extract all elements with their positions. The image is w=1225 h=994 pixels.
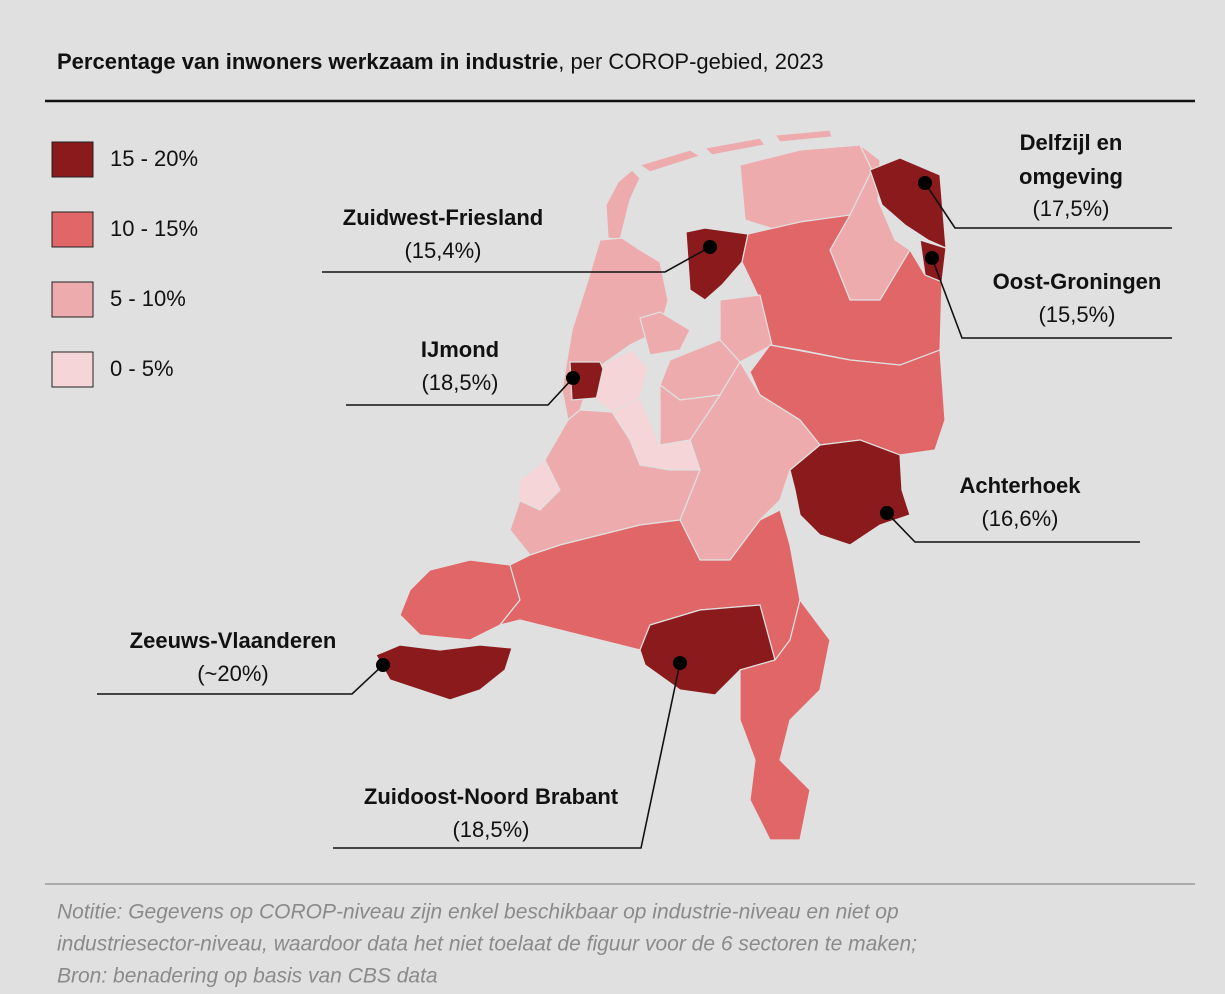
region: [638, 149, 702, 173]
legend: 15 - 20% 10 - 15% 5 - 10% 0 - 5%: [51, 141, 198, 388]
leader-line: [924, 182, 1172, 229]
leader-line: [886, 512, 1140, 543]
region-value: (15,5%): [1038, 302, 1115, 327]
region: [639, 604, 776, 696]
callouts: [97, 176, 1172, 849]
region: [685, 227, 749, 301]
note-line: Bron: benadering op basis van CBS data: [57, 965, 438, 988]
region-name: Achterhoek: [959, 473, 1081, 498]
region: [605, 169, 641, 241]
title: Percentage van inwoners werkzaam in indu…: [57, 49, 824, 74]
region-name: omgeving: [1019, 164, 1123, 189]
legend-swatch: [51, 351, 94, 388]
leader-line: [346, 377, 574, 406]
region: [703, 137, 767, 156]
legend-label: 5 - 10%: [110, 286, 186, 311]
note-line: Notitie: Gegevens op COROP-niveau zijn e…: [57, 901, 899, 924]
region: [719, 294, 773, 363]
legend-swatch: [51, 281, 94, 318]
callout-dot: [376, 658, 390, 672]
region-value: (15,4%): [404, 238, 481, 263]
callout-dot: [918, 176, 932, 190]
region-name: Delfzijl en: [1020, 130, 1123, 155]
leader-line: [322, 246, 711, 273]
callout-dot: [703, 240, 717, 254]
region: [659, 383, 722, 446]
region: [739, 598, 831, 841]
title-rest: , per COROP-gebied, 2023: [558, 49, 823, 74]
note-line: industriesector-niveau, waardoor data he…: [57, 933, 917, 956]
region: [517, 459, 561, 511]
legend-swatch: [51, 141, 94, 178]
region-value: (18,5%): [452, 817, 529, 842]
legend-swatch: [51, 211, 94, 248]
callout-dot: [566, 371, 580, 385]
region-name: Zuidoost-Noord Brabant: [364, 784, 619, 809]
region-name: Zeeuws-Vlaanderen: [130, 628, 337, 653]
leader-line: [97, 664, 384, 695]
leader-line: [333, 662, 681, 849]
callout-labels: Zuidwest-Friesland (15,4%) IJmond (18,5%) De…: [130, 130, 1162, 842]
legend-label: 15 - 20%: [110, 146, 198, 171]
callout-dot: [925, 251, 939, 265]
callout-dot: [673, 656, 687, 670]
region-name: Zuidwest-Friesland: [343, 205, 543, 230]
leader-line: [931, 257, 1172, 339]
legend-label: 0 - 5%: [110, 356, 174, 381]
title-bold: Percentage van inwoners werkzaam in indu…: [57, 49, 558, 74]
callout-dot: [880, 506, 894, 520]
legend-label: 10 - 15%: [110, 216, 198, 241]
region: [375, 644, 513, 701]
region-value: (16,6%): [981, 506, 1058, 531]
note: Notitie: Gegevens op COROP-niveau zijn e…: [57, 901, 917, 988]
region: [399, 559, 521, 641]
map: [375, 129, 947, 841]
region-value: (~20%): [197, 661, 269, 686]
region: [789, 439, 911, 546]
region: [773, 129, 833, 143]
region-value: (17,5%): [1032, 196, 1109, 221]
region-name: IJmond: [421, 337, 499, 362]
region-name: Oost-Groningen: [993, 269, 1162, 294]
region-value: (18,5%): [421, 370, 498, 395]
region: [639, 311, 691, 356]
